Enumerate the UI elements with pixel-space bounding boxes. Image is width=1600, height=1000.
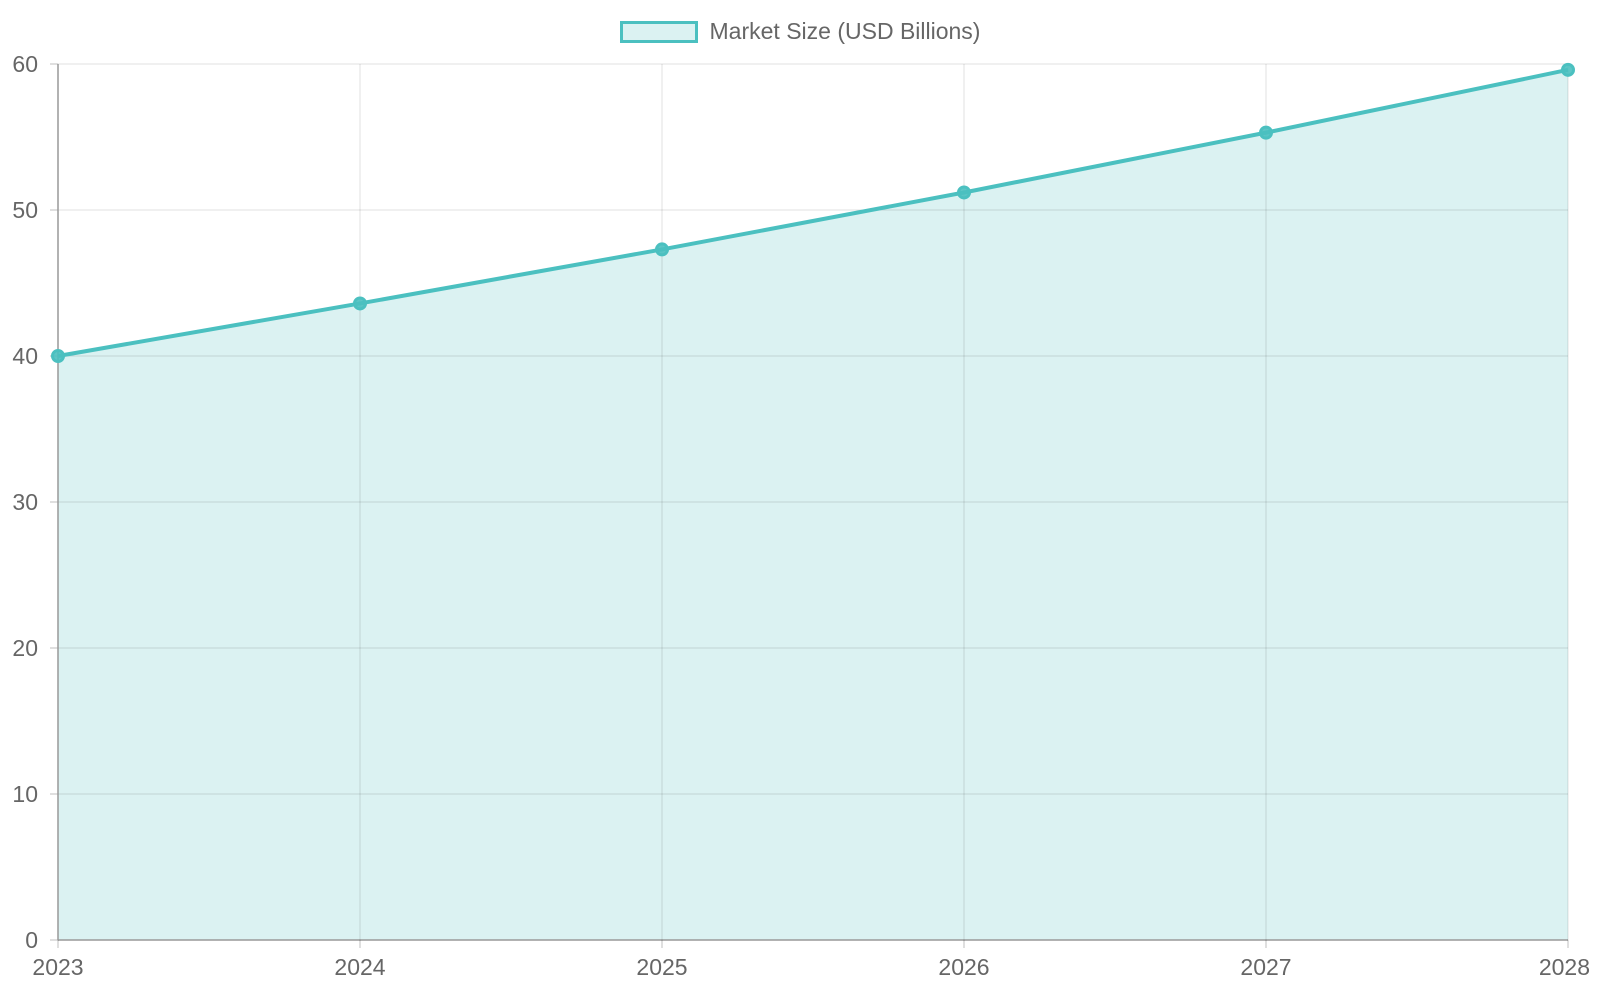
y-tick-label: 0 [25,927,38,953]
x-tick-label: 2027 [1240,954,1291,980]
data-point [1259,125,1273,140]
data-point [353,296,367,311]
legend-swatch [619,20,698,43]
x-tick-label: 2026 [938,954,989,980]
x-tick-label: 2028 [1539,954,1590,980]
y-tick-label: 10 [12,781,38,807]
y-tick-label: 50 [12,197,38,223]
x-tick-label: 2024 [334,954,385,980]
legend-label: Market Size (USD Billions) [709,18,981,44]
y-tick-label: 60 [12,51,38,77]
y-tick-label: 20 [12,635,38,661]
chart-legend[interactable]: Market Size (USD Billions) [0,18,1600,45]
x-tick-label: 2023 [32,954,83,980]
y-tick-label: 40 [12,343,38,369]
series-line [57,67,1569,358]
x-tick-label: 2025 [636,954,687,980]
area-fill [58,69,1568,941]
data-point [655,242,669,257]
data-point [1561,62,1575,77]
y-tick-label: 30 [12,489,38,515]
data-point [957,185,971,200]
data-point [51,349,65,363]
